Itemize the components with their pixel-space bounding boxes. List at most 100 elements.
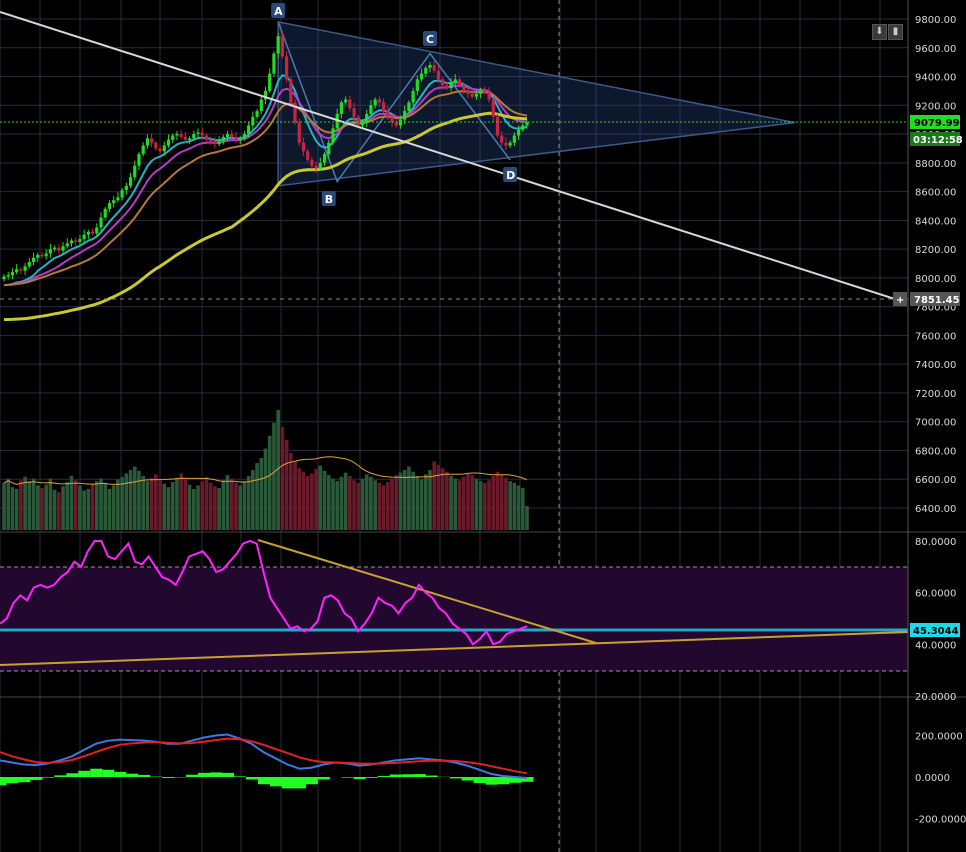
candle-body — [175, 134, 179, 136]
volume-bar — [246, 476, 251, 530]
volume-bar — [466, 473, 470, 530]
candle-body — [116, 197, 120, 201]
rsi-tick-label: 60.0000 — [915, 589, 956, 600]
volume-bar — [360, 478, 365, 530]
volume-bar — [415, 476, 420, 530]
volume-bar — [326, 475, 331, 530]
rsi-trendline-up[interactable] — [0, 631, 909, 666]
volume-bar — [348, 476, 352, 530]
settings-icon[interactable]: ▮ — [888, 24, 903, 40]
volume-bar — [221, 480, 226, 530]
histogram-bar — [317, 777, 330, 780]
candle-body — [137, 154, 141, 166]
long-ma-line — [3, 111, 528, 322]
volume-bar — [128, 470, 133, 530]
price-panel[interactable]: A B C D — [0, 0, 908, 852]
download-icon[interactable]: ⬇ — [872, 24, 887, 40]
candle-body — [491, 99, 495, 117]
histogram-bar — [521, 777, 534, 782]
candle-body — [204, 135, 209, 140]
rsi-value-tag — [910, 623, 960, 637]
price-tags: 9079.99 03:12:58 + 7851.45 45.3044 — [893, 115, 963, 637]
rsi-trendline-down[interactable] — [257, 539, 597, 644]
volume-bar — [263, 448, 268, 530]
candle-body — [407, 102, 411, 112]
volume-bar — [78, 485, 82, 530]
rsi-panel[interactable] — [0, 539, 909, 672]
volume-bar — [111, 485, 116, 530]
price-axis[interactable]: 9800.009600.009400.009200.009000.008800.… — [915, 15, 966, 826]
volume-bar — [310, 473, 314, 530]
candle-body — [217, 141, 221, 145]
volume-bar — [280, 427, 285, 530]
volume-bar — [453, 478, 458, 530]
candle-body — [200, 132, 204, 136]
volume-bar — [276, 410, 280, 530]
candle-body — [40, 254, 44, 257]
candle-body — [158, 148, 162, 152]
volume-bar — [284, 440, 289, 530]
candle-body — [516, 129, 521, 136]
volume-bar — [470, 475, 474, 530]
candle-body — [187, 138, 192, 140]
histogram-bar — [78, 770, 91, 777]
volume-bar — [487, 480, 491, 530]
volume-bar — [407, 466, 411, 530]
volume-bar — [65, 482, 70, 530]
candle-body — [107, 203, 112, 209]
candle-body — [525, 122, 529, 126]
volume-bar — [175, 477, 179, 530]
candle-body — [352, 108, 356, 117]
candle-body — [23, 266, 27, 271]
candle-body — [36, 254, 40, 258]
candle-body — [386, 111, 390, 117]
price-tick-label: 6600.00 — [915, 475, 956, 486]
candle-body — [120, 190, 124, 198]
histogram-bar — [293, 777, 306, 789]
volume-bar — [86, 488, 91, 530]
volume-bar — [267, 435, 272, 530]
candle-body — [297, 122, 301, 143]
countdown-tag — [910, 132, 960, 146]
candle-body — [339, 102, 344, 114]
candle-body — [356, 116, 360, 126]
histogram-bar — [401, 774, 414, 777]
candle-body — [449, 82, 453, 89]
candle-body — [183, 136, 187, 140]
volume-bar — [10, 487, 15, 530]
crosshair-plus-tag[interactable] — [893, 292, 907, 306]
volume-bar — [449, 476, 453, 530]
candle-body — [310, 159, 314, 166]
volume-bar — [343, 472, 348, 530]
volume-bar — [331, 478, 335, 530]
volume-bar — [40, 488, 44, 530]
volume-bars — [2, 410, 529, 530]
triangle-pattern[interactable] — [277, 20, 796, 187]
histogram-bar — [210, 772, 223, 777]
candle-body — [504, 142, 508, 146]
price-tick-label: 7800.00 — [915, 303, 956, 314]
histogram-bar — [341, 777, 354, 778]
candle-body — [31, 257, 36, 263]
descending-trendline[interactable] — [0, 11, 899, 301]
price-tick-label: 9600.00 — [915, 44, 956, 55]
histogram-bar — [102, 769, 115, 777]
candle-body — [428, 65, 432, 68]
macd-panel[interactable] — [0, 733, 534, 789]
moving-averages — [3, 74, 528, 322]
volume-bar — [116, 479, 120, 530]
histogram-bar — [449, 777, 462, 779]
histogram-bar — [18, 777, 31, 783]
candle-body — [441, 79, 445, 86]
volume-bar — [483, 482, 487, 530]
histogram-bar — [246, 777, 259, 780]
volume-bar — [322, 470, 327, 530]
candle-body — [348, 99, 352, 109]
volume-bar — [183, 479, 188, 530]
histogram-bar — [198, 772, 211, 777]
candle-body — [272, 53, 276, 74]
volume-bar — [234, 482, 238, 530]
candle-body — [306, 151, 310, 160]
histogram-bar — [389, 774, 402, 777]
